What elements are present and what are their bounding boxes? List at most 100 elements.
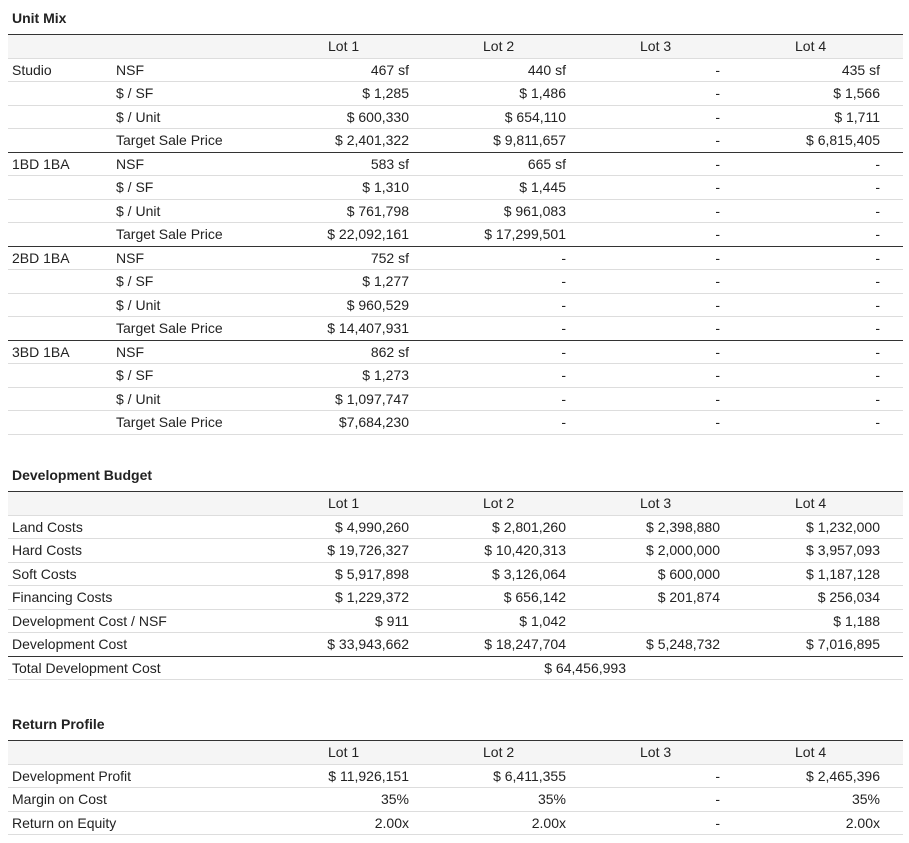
value-lot-3: -: [715, 367, 720, 383]
metric-label: $ / Unit: [116, 202, 161, 219]
table-row: $ / Unit $ 1,097,747 - - -: [8, 388, 903, 411]
value-lot-1: $ 1,229,372: [335, 589, 409, 605]
value-lot-3: -: [715, 414, 720, 430]
column-header-lot-1: Lot 1: [328, 495, 360, 511]
value-lot-4: $ 2,465,396: [806, 767, 880, 784]
value-lot-4: 435 sf: [841, 61, 880, 78]
row-label: Land Costs: [12, 518, 83, 535]
header-blank: [112, 35, 268, 58]
value-lot-2: $ 18,247,704: [484, 636, 566, 652]
unit-type-label: 2BD 1BA: [12, 249, 70, 266]
value-lot-2: $ 1,486: [519, 85, 566, 101]
value-lot-1: $ 19,726,327: [327, 542, 409, 558]
table-row: $ / SF $ 1,285 $ 1,486 - $ 1,566: [8, 82, 903, 106]
metric-label: NSF: [116, 249, 144, 266]
value-lot-2: $ 961,083: [503, 202, 566, 219]
value-lot-3: -: [715, 273, 720, 289]
value-lot-1: $ 1,285: [362, 85, 409, 101]
unit-type-label: [8, 317, 112, 340]
value-lot-4: -: [875, 155, 880, 172]
table-row: Development Profit $ 11,926,151 $ 6,411,35…: [8, 765, 903, 788]
value-lot-4: -: [875, 179, 880, 195]
value-lot-4: $ 1,566: [833, 85, 880, 101]
metric-label: $ / SF: [116, 273, 154, 289]
value-lot-4: -: [875, 320, 880, 336]
return-profile-title: Return Profile: [12, 716, 105, 732]
value-lot-1: $ 2,401,322: [335, 132, 409, 148]
table-row: $ / Unit $ 600,330 $ 654,110 - $ 1,711: [8, 106, 903, 129]
table-row: $ / Unit $ 960,529 - - -: [8, 294, 903, 317]
column-header-lot-1: Lot 1: [328, 38, 360, 54]
value-lot-1: 583 sf: [370, 155, 409, 172]
value-lot-1: $ 11,926,151: [328, 767, 409, 784]
row-label: Development Cost / NSF: [12, 612, 167, 629]
value-lot-1: 35%: [380, 791, 409, 807]
value-lot-1: 2.00x: [374, 814, 409, 831]
value-lot-3: -: [715, 249, 720, 266]
value-lot-3: -: [715, 132, 720, 148]
unit-type-label: [8, 294, 112, 317]
value-lot-1: $ 5,917,898: [335, 565, 409, 582]
table-row: $ / SF $ 1,273 - - -: [8, 364, 903, 388]
value-lot-2: -: [561, 343, 566, 360]
metric-label: $ / SF: [116, 85, 154, 101]
unit-type-label: [8, 82, 112, 105]
header-row: Lot 1 Lot 2 Lot 3 Lot 4: [8, 741, 903, 765]
value-lot-2: 2.00x: [531, 814, 566, 831]
table-row: Target Sale Price $ 2,401,322 $ 9,811,657 -…: [8, 129, 903, 153]
value-lot-4: $ 1,187,128: [806, 565, 880, 582]
value-lot-2: -: [561, 273, 566, 289]
value-lot-2: $ 10,420,313: [484, 542, 566, 558]
value-lot-4: -: [875, 343, 880, 360]
value-lot-2: -: [561, 390, 566, 407]
value-lot-4: -: [875, 226, 880, 242]
value-lot-4: 2.00x: [845, 814, 880, 831]
table-row: Development Cost / NSF $ 911 $ 1,042 $ 1,18…: [8, 610, 903, 633]
metric-label: Target Sale Price: [116, 320, 223, 336]
value-lot-1: $ 4,990,260: [335, 518, 409, 535]
value-lot-3: -: [715, 179, 720, 195]
value-lot-3: -: [715, 390, 720, 407]
value-lot-3: [570, 610, 726, 633]
value-lot-2: $ 656,142: [503, 589, 566, 605]
value-lot-1: $ 14,407,931: [327, 320, 409, 336]
unit-type-label: [8, 106, 112, 129]
value-lot-4: $ 3,957,093: [806, 542, 880, 558]
row-label: Soft Costs: [12, 565, 77, 582]
value-lot-3: -: [715, 320, 720, 336]
return-profile-table: Lot 1 Lot 2 Lot 3 Lot 4 Development Profit $ …: [8, 740, 903, 835]
column-header-lot-1: Lot 1: [328, 744, 360, 760]
column-header-lot-2: Lot 2: [483, 495, 515, 511]
unit-type-label: [8, 270, 112, 293]
value-lot-4: -: [875, 414, 880, 430]
row-label: Development Cost: [12, 636, 128, 652]
value-lot-1: $ 600,330: [346, 108, 409, 125]
table-row: Hard Costs $ 19,726,327 $ 10,420,313 $ 2,00…: [8, 539, 903, 563]
total-value: $ 64,456,993: [544, 659, 626, 676]
value-lot-1: 752 sf: [370, 249, 409, 266]
value-lot-3: -: [715, 767, 720, 784]
row-label: Development Profit: [12, 767, 132, 784]
unit-mix-title: Unit Mix: [12, 10, 67, 26]
unit-type-label: [8, 388, 112, 411]
row-label: Return on Equity: [12, 814, 117, 831]
unit-type-label: [8, 223, 112, 246]
metric-label: NSF: [116, 155, 144, 172]
metric-label: Target Sale Price: [116, 226, 223, 242]
column-header-lot-2: Lot 2: [483, 744, 515, 760]
column-header-lot-3: Lot 3: [640, 38, 672, 54]
value-lot-4: $ 6,815,405: [806, 132, 880, 148]
value-lot-4: $ 1,232,000: [806, 518, 880, 535]
header-blank: [8, 492, 268, 515]
table-row: $ / SF $ 1,277 - - -: [8, 270, 903, 294]
value-lot-4: -: [875, 367, 880, 383]
total-label: Total Development Cost: [12, 659, 161, 676]
header-blank: [8, 35, 112, 58]
value-lot-3: -: [715, 202, 720, 219]
value-lot-2: -: [561, 414, 566, 430]
metric-label: $ / Unit: [116, 108, 161, 125]
value-lot-2: $ 1,042: [519, 612, 566, 629]
table-row: Studio NSF 467 sf 440 sf - 435 sf: [8, 59, 903, 82]
unit-type-label: 1BD 1BA: [12, 155, 70, 172]
value-lot-2: $ 9,811,657: [493, 132, 566, 148]
